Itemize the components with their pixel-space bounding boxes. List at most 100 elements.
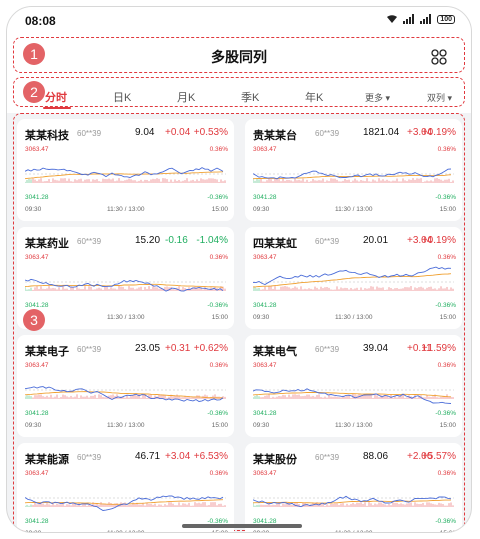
stock-code: 60**39 [77,345,102,354]
axis-time-end: 15:00 [440,530,456,532]
stock-price: 46.71 [135,451,161,462]
price-line [25,386,224,402]
stock-change: +0.11 [407,343,432,354]
intraday-chart [253,495,454,508]
axis-time-mid: 11:30 / 13:00 [107,206,145,213]
axis-low-pct: -0.36% [207,302,228,309]
intraday-chart [25,495,226,511]
stock-name: 四某某虹 [253,238,297,250]
stock-code: 60**39 [77,129,102,138]
stock-price: 1821.04 [363,127,400,138]
wifi-icon [387,15,398,23]
axis-high-pct: 0.36% [437,470,456,477]
average-line [25,283,224,288]
axis-low-pct: -0.36% [207,410,228,417]
axis-high-pct: 0.36% [209,146,228,153]
tab-day-k[interactable]: 日K [113,92,132,104]
axis-time-end: 15:00 [439,422,456,429]
axis-time-mid: 11:30 / 13:00 [107,422,145,429]
intraday-chart [253,168,454,183]
stock-card[interactable]: 某某股份 60**39 88.06 +2.06 +5.57% 3063.47 0.36% 30… [245,443,462,532]
annotation-box-3 [13,113,465,531]
stock-change-pct: +1.59% [421,343,456,354]
axis-time-end: 15:00 [211,314,228,321]
grid-icon[interactable] [431,49,447,65]
stock-code: 60**39 [315,453,340,462]
signal-icon [403,14,415,24]
tab-month-k[interactable]: 月K [177,92,196,104]
tab-columns-dropdown[interactable]: 双列 ▾ [427,93,453,103]
price-line [25,167,224,178]
axis-high-pct: 0.36% [437,254,456,261]
status-time: 08:08 [25,14,56,28]
axis-time-mid: 11:30 / 13:00 [335,314,373,321]
stock-name: 某某药业 [25,238,69,250]
intraday-chart [253,388,454,404]
axis-low: 3041.28 [253,194,277,201]
tab-fenshi[interactable]: 分时 [45,92,67,104]
stock-change: +3.04 [407,235,433,246]
stock-price: 39.04 [363,343,389,354]
tab-active-underline [43,107,71,109]
stock-card[interactable]: 某某能源 60**39 46.71 +3.04 +6.53% 3063.47 0.36% 30… [17,443,234,532]
stock-name: 某某电子 [25,346,69,358]
intraday-chart [25,167,226,183]
price-line [25,495,224,511]
annotation-badge-2: 2 [23,81,45,103]
axis-high: 3063.47 [253,470,277,477]
axis-high: 3063.47 [253,362,277,369]
axis-low-pct: -0.36% [435,194,456,201]
axis-time-end: 15:00 [211,422,228,429]
price-line [253,266,452,285]
average-line [253,499,451,504]
axis-high: 3063.47 [25,470,49,477]
axis-time-start: 09:30 [253,530,269,532]
tab-season-k[interactable]: 季K [241,92,260,104]
period-tabs: 分时 日K 月K 季K 年K 更多 ▾ 双列 ▾ [7,79,471,113]
stock-card[interactable]: 某某电气 60**39 39.04 +0.11 +1.59% 3063.47 0.36% 30… [245,335,462,437]
stock-price: 9.04 [135,127,155,138]
annotation-badge-1: 1 [23,43,45,65]
stock-card[interactable]: 贵某某台 60**39 1821.04 +3.04 +0.19% 3063.47 0.36%… [245,119,462,221]
average-line [253,273,452,288]
stock-card[interactable]: 某某电子 60**39 23.05 +0.31 +0.62% 3063.47 0.36% 30… [17,335,234,437]
stock-change: -0.16 [165,235,188,246]
axis-time-start: 09:30 [25,530,41,532]
axis-low: 3041.28 [25,302,49,309]
average-line [25,171,224,180]
annotation-badge-3: 3 [23,309,45,331]
stock-change: +3.04 [407,127,433,138]
axis-time-end: 15:00 [212,530,228,532]
stock-code: 60**39 [77,453,102,462]
axis-low: 3041.28 [253,302,277,309]
tab-more-dropdown[interactable]: 更多 ▾ [365,93,391,103]
axis-high: 3063.47 [253,254,277,261]
axis-time-mid: 11:30 / 13:00 [335,206,373,213]
stock-change-pct: -1.04% [196,235,228,246]
axis-low: 3041.28 [25,194,49,201]
stock-change-pct: +0.19% [421,235,456,246]
stock-price: 20.01 [363,235,389,246]
stock-card[interactable]: 某某科技 60**39 9.04 +0.04 +0.53% 3063.47 0.36% 304… [17,119,234,221]
axis-time-end: 15:00 [439,314,456,321]
axis-low-pct: -0.36% [207,194,228,201]
axis-time-mid: 11:30 / 13:00 [107,314,145,321]
intraday-chart [25,386,226,402]
stock-card[interactable]: 某某药业 60**39 15.20 -0.16 -1.04% 3063.47 0.36% 30… [17,227,234,329]
average-line [25,391,224,399]
stock-name: 某某股份 [253,454,297,466]
stock-code: 60**39 [315,345,340,354]
home-indicator [182,524,302,528]
axis-high: 3063.47 [25,362,49,369]
axis-high: 3063.47 [25,146,49,153]
axis-high: 3063.47 [253,146,277,153]
tab-year-k[interactable]: 年K [305,92,324,104]
stock-name: 某某能源 [25,454,69,466]
stock-card[interactable]: 四某某虹 60**39 20.01 +3.04 +0.19% 3063.47 0.36% 30… [245,227,462,329]
axis-high-pct: 0.36% [437,146,456,153]
title-bar: 多股同列 [7,35,471,79]
price-line [253,168,452,180]
price-line [253,495,452,508]
axis-time-end: 15:00 [211,206,228,213]
axis-low: 3041.28 [25,410,49,417]
